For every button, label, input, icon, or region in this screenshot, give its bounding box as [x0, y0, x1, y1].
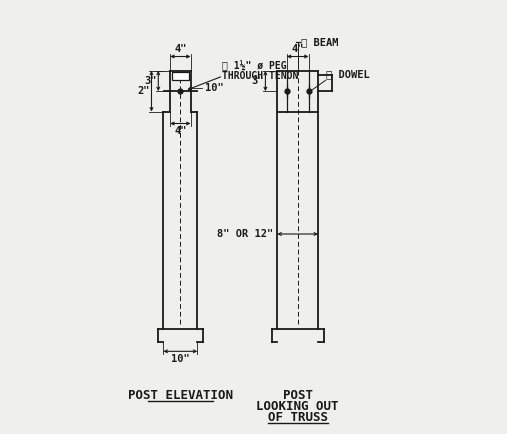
Text: ℓ BEAM: ℓ BEAM [301, 37, 339, 47]
Text: 10": 10" [205, 83, 224, 93]
Text: 2": 2" [137, 86, 150, 96]
Text: 10": 10" [171, 354, 190, 364]
Text: 4": 4" [174, 126, 187, 136]
Text: ℓ 1½" ø PEG: ℓ 1½" ø PEG [222, 61, 286, 72]
Text: 3": 3" [251, 76, 264, 86]
Text: 4": 4" [292, 44, 304, 54]
Text: 8" OR 12": 8" OR 12" [217, 229, 273, 239]
Polygon shape [171, 72, 189, 80]
Text: THROUGH TENON: THROUGH TENON [222, 71, 298, 81]
Text: LOOKING OUT: LOOKING OUT [257, 400, 339, 413]
Text: ℓ DOWEL: ℓ DOWEL [327, 69, 370, 79]
Text: POST ELEVATION: POST ELEVATION [128, 389, 233, 402]
Text: 3": 3" [144, 76, 157, 86]
Text: 4": 4" [174, 44, 187, 54]
Text: POST: POST [283, 389, 313, 402]
Text: OF TRUSS: OF TRUSS [268, 411, 328, 424]
